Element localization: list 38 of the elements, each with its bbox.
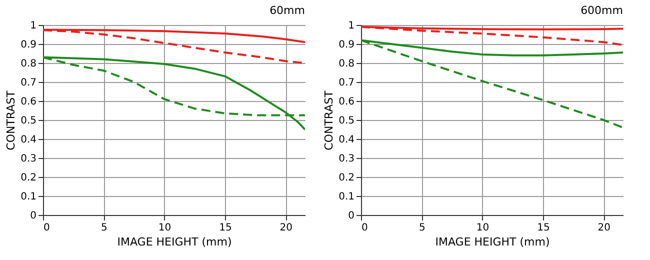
y-tick-label: 0.3 <box>338 154 354 164</box>
y-tick-label: 0.4 <box>338 134 354 146</box>
x-tick-label: 10 <box>476 222 490 234</box>
y-tick-label: 0.3 <box>20 154 36 164</box>
x-tick-label: 0 <box>362 222 368 234</box>
y-tick-label: 0.1 <box>20 192 36 202</box>
y-tick-label: 0.4 <box>20 134 36 146</box>
y-tick-label: 0.7 <box>338 78 354 88</box>
chart-title: 60mm <box>270 4 305 17</box>
x-axis-title: IMAGE HEIGHT (mm) <box>435 236 550 248</box>
x-tick-label: 5 <box>418 222 426 234</box>
y-tick-label: 0.2 <box>338 172 354 184</box>
y-tick-label: 0.8 <box>338 58 354 70</box>
y-tick-label: 0.6 <box>338 96 354 108</box>
y-tick-label: 0 <box>30 210 36 222</box>
chart-title: 600mm <box>580 4 623 17</box>
y-tick-label: 1 <box>30 20 36 32</box>
y-axis-title: CONTRAST <box>322 90 336 150</box>
x-tick-label: 15 <box>219 222 232 234</box>
y-tick-label: 0.2 <box>20 172 36 184</box>
x-tick-label: 0 <box>44 222 50 234</box>
y-tick-label: 0.8 <box>20 58 36 70</box>
x-tick-label: 20 <box>598 222 610 234</box>
y-tick-label: 0.7 <box>20 78 36 88</box>
x-tick-label: 5 <box>100 222 108 234</box>
y-tick-label: 0.6 <box>20 96 36 108</box>
y-axis-title: CONTRAST <box>4 90 18 150</box>
y-tick-label: 0.5 <box>20 116 36 126</box>
x-axis-title: IMAGE HEIGHT (mm) <box>117 236 232 248</box>
y-tick-label: 0.9 <box>20 40 36 50</box>
y-tick-label: 0 <box>348 210 354 222</box>
x-tick-label: 20 <box>280 222 292 234</box>
y-tick-label: 0.1 <box>338 192 354 202</box>
x-tick-label: 15 <box>537 222 550 234</box>
y-tick-label: 0.9 <box>338 40 354 50</box>
x-tick-label: 10 <box>158 222 172 234</box>
y-tick-label: 0.5 <box>338 116 354 126</box>
y-tick-label: 1 <box>348 20 354 32</box>
